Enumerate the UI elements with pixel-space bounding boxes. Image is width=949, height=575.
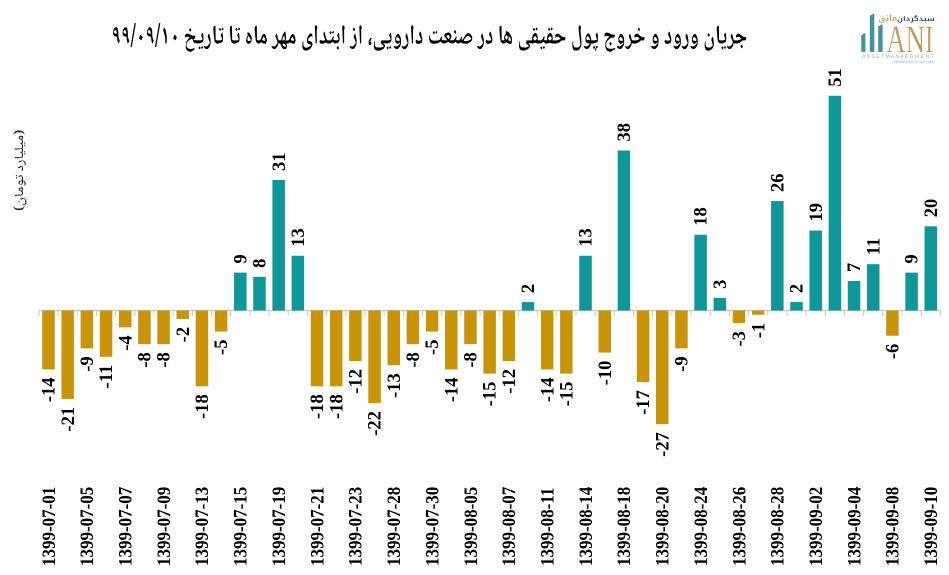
svg-text:18: 18 [692,207,712,226]
svg-text:-14: -14 [442,377,462,402]
svg-text:-15: -15 [481,382,501,407]
svg-text:-12: -12 [500,369,520,394]
svg-text:1399-09-02: 1399-09-02 [805,487,826,566]
svg-text:9: 9 [903,254,923,263]
svg-text:11: 11 [864,238,884,255]
svg-text:-12: -12 [346,369,366,394]
svg-text:1399-07-21: 1399-07-21 [306,487,327,566]
svg-text:-9: -9 [673,356,693,371]
svg-text:9: 9 [231,254,251,263]
svg-text:-6: -6 [884,344,904,359]
svg-text:8: 8 [251,259,271,268]
svg-text:1399-08-07: 1399-08-07 [498,487,519,566]
svg-text:1399-07-30: 1399-07-30 [422,487,443,566]
svg-text:-18: -18 [193,394,213,419]
svg-text:1399-07-13: 1399-07-13 [191,487,212,566]
svg-text:-2: -2 [174,327,194,342]
svg-text:20: 20 [922,199,942,218]
svg-text:1399-08-05: 1399-08-05 [460,487,481,566]
svg-text:-10: -10 [596,361,616,386]
svg-text:1399-09-08: 1399-09-08 [882,487,903,566]
svg-text:1399-09-10: 1399-09-10 [920,487,941,566]
svg-text:3: 3 [711,280,731,289]
svg-text:1399-07-19: 1399-07-19 [268,487,289,566]
svg-text:-21: -21 [59,407,79,432]
svg-text:1399-08-11: 1399-08-11 [537,488,558,566]
svg-text:1399-08-26: 1399-08-26 [728,487,749,566]
svg-text:1399-08-14: 1399-08-14 [575,487,596,566]
svg-text:-22: -22 [366,411,386,436]
svg-text:19: 19 [807,203,827,222]
svg-text:31: 31 [270,152,290,171]
svg-text:-11: -11 [97,365,117,389]
svg-text:38: 38 [615,123,635,142]
svg-text:1399-08-24: 1399-08-24 [690,487,711,566]
svg-text:-8: -8 [155,352,175,367]
svg-text:2: 2 [519,284,539,293]
svg-text:-5: -5 [423,340,443,355]
svg-text:1399-07-09: 1399-07-09 [153,487,174,566]
svg-text:-27: -27 [653,432,673,457]
svg-text:1399-07-28: 1399-07-28 [383,487,404,566]
svg-text:-15: -15 [557,382,577,407]
svg-text:1399-07-01: 1399-07-01 [38,487,59,566]
svg-text:7: 7 [845,263,865,272]
svg-text:2: 2 [788,284,808,293]
svg-text:1399-08-20: 1399-08-20 [652,487,673,566]
svg-text:1399-07-05: 1399-07-05 [76,487,97,566]
svg-text:-5: -5 [212,340,232,355]
svg-text:1399-07-07: 1399-07-07 [115,487,136,566]
svg-text:-8: -8 [136,352,156,367]
svg-text:1399-07-15: 1399-07-15 [230,487,251,566]
svg-text:-14: -14 [538,377,558,402]
svg-text:-8: -8 [462,352,482,367]
svg-text:26: 26 [768,174,788,193]
svg-text:-4: -4 [116,335,136,350]
svg-text:1399-08-18: 1399-08-18 [613,487,634,566]
svg-text:-18: -18 [308,394,328,419]
svg-text:1399-07-23: 1399-07-23 [345,487,366,566]
svg-text:-17: -17 [634,390,654,415]
svg-text:1399-09-04: 1399-09-04 [843,487,864,566]
svg-text:1399-08-28: 1399-08-28 [767,487,788,566]
svg-text:-14: -14 [40,377,60,402]
svg-text:13: 13 [577,228,597,247]
svg-text:-9: -9 [78,356,98,371]
svg-text:-13: -13 [385,373,405,398]
svg-text:51: 51 [826,68,846,87]
svg-text:-1: -1 [749,323,769,338]
svg-text:-3: -3 [730,331,750,346]
svg-text:13: 13 [289,228,309,247]
svg-text:-8: -8 [404,352,424,367]
svg-text:-18: -18 [327,394,347,419]
